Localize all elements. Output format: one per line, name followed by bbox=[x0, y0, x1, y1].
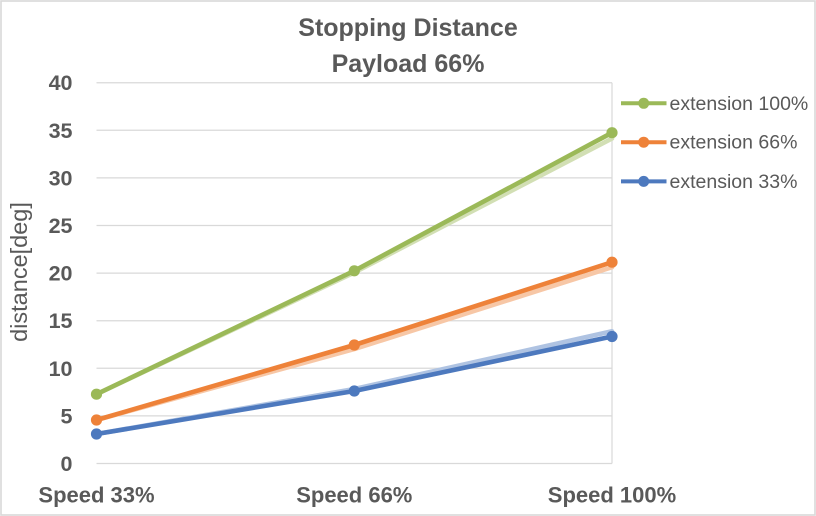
svg-text:distance[deg]: distance[deg] bbox=[6, 202, 32, 342]
svg-text:Stopping Distance: Stopping Distance bbox=[298, 14, 518, 42]
svg-text:15: 15 bbox=[49, 309, 73, 333]
svg-text:extension 100%: extension 100% bbox=[670, 93, 809, 115]
svg-text:Speed 100%: Speed 100% bbox=[548, 483, 676, 508]
svg-text:40: 40 bbox=[49, 71, 73, 95]
svg-text:Payload 66%: Payload 66% bbox=[332, 50, 485, 78]
svg-text:0: 0 bbox=[61, 452, 73, 476]
svg-text:25: 25 bbox=[49, 214, 73, 238]
svg-text:10: 10 bbox=[49, 357, 73, 381]
svg-text:35: 35 bbox=[49, 119, 73, 143]
svg-text:5: 5 bbox=[61, 404, 73, 428]
svg-text:extension 66%: extension 66% bbox=[670, 132, 798, 154]
svg-text:extension 33%: extension 33% bbox=[670, 171, 798, 193]
svg-text:20: 20 bbox=[49, 262, 73, 286]
svg-text:30: 30 bbox=[49, 166, 73, 190]
svg-text:Speed 66%: Speed 66% bbox=[296, 483, 412, 508]
svg-text:Speed 33%: Speed 33% bbox=[38, 483, 154, 508]
